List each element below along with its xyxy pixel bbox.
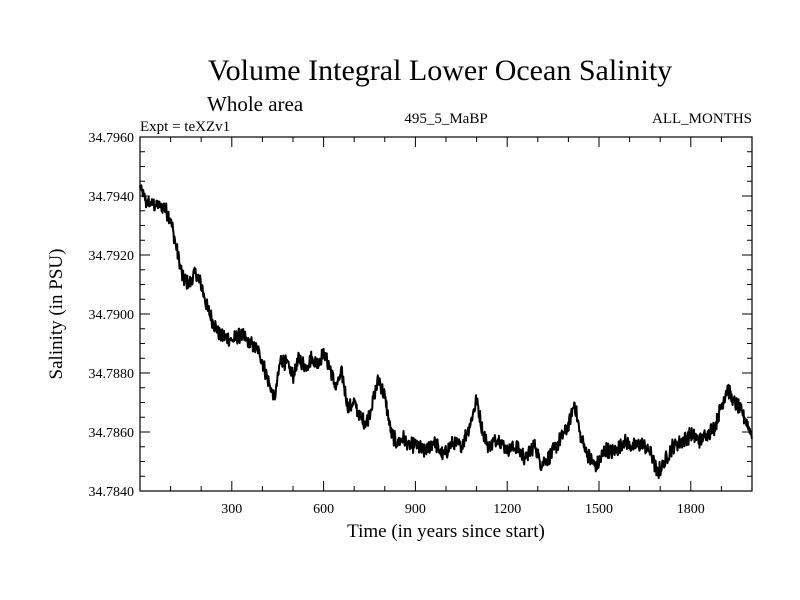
y-tick-label: 34.7940 [89,190,135,205]
months-label: ALL_MONTHS [652,111,752,127]
x-axis: 300 600 900 1200 1500 1800 [170,137,722,517]
run-label: 495_5_MaBP [404,111,487,127]
y-axis-label: Salinity (in PSU) [46,249,67,380]
y-axis: 34.7840 34.7860 34.7880 34.7900 34.7920 34.79… [89,131,752,500]
y-tick-label: 34.7860 [89,426,135,441]
y-tick-label: 34.7960 [89,131,135,146]
x-tick-label: 900 [405,502,426,517]
x-tick-label: 300 [221,502,242,517]
x-tick-label: 1500 [585,502,613,517]
y-tick-label: 34.7840 [89,485,135,500]
y-tick-label: 34.7900 [89,308,135,323]
y-tick-label: 34.7920 [89,249,135,264]
x-tick-label: 1800 [677,502,705,517]
x-tick-label: 600 [313,502,334,517]
y-tick-label: 34.7880 [89,367,135,382]
plot-frame [139,136,753,492]
x-axis-label: Time (in years since start) [347,521,545,542]
chart-subtitle: Whole area [207,92,304,116]
chart-title: Volume Integral Lower Ocean Salinity [208,54,672,87]
x-tick-label: 1200 [493,502,521,517]
salinity-series-line [139,184,753,480]
expt-label: Expt = teXZv1 [140,119,230,135]
